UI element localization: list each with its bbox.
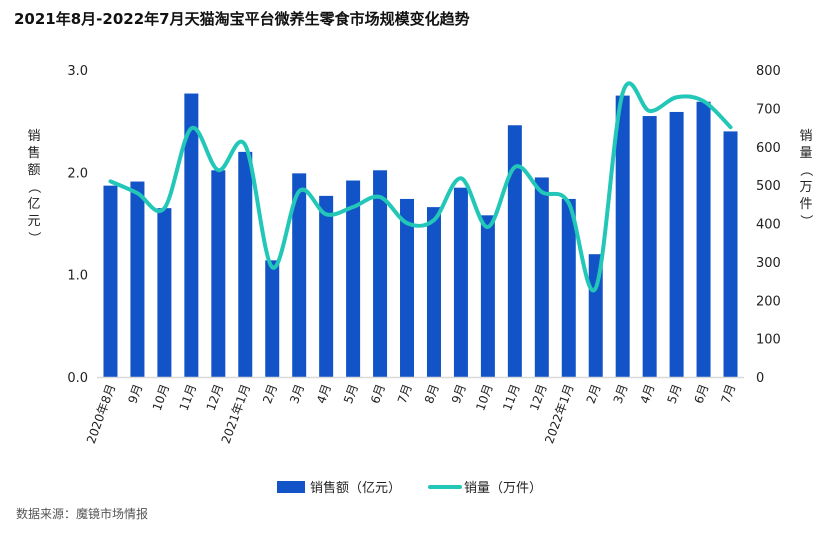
x-tick-label: 10月	[473, 382, 495, 412]
x-tick-label: 2月	[584, 382, 604, 405]
bar-sales	[373, 170, 388, 377]
y-left-tick-label: 3.0	[67, 64, 88, 79]
bar-sales	[346, 180, 361, 377]
x-tick-label: 3月	[611, 382, 631, 405]
bar-sales	[453, 187, 468, 377]
bar-sales	[426, 207, 441, 377]
bar-sales	[723, 131, 738, 377]
x-tick-label: 11月	[177, 382, 199, 412]
y-left-tick-label: 2.0	[67, 166, 88, 181]
bar-sales	[238, 151, 253, 377]
y-left-axis-title: 销	[27, 129, 40, 144]
y-right-tick-label: 400	[756, 218, 781, 233]
y-right-axis-title: 万	[799, 180, 812, 195]
x-tick-label: 8月	[422, 382, 442, 405]
bar-sales	[588, 254, 603, 377]
x-tick-label: 12月	[204, 382, 226, 412]
x-tick-label: 9月	[125, 382, 145, 405]
bar-sales	[480, 215, 495, 377]
y-right-axis-title: 销	[799, 129, 812, 144]
bar-sales	[157, 208, 172, 377]
y-right-tick-label: 500	[756, 179, 781, 194]
x-tick-label: 3月	[287, 382, 307, 405]
bar-sales	[103, 185, 118, 377]
x-tick-label: 11月	[500, 382, 522, 412]
x-tick-label: 10月	[150, 382, 172, 412]
bar-sales	[534, 177, 549, 377]
y-left-axis-title: 元	[27, 214, 40, 229]
y-right-axis-title: （	[798, 163, 813, 176]
y-right-tick-label: 0	[756, 371, 764, 386]
bar-sales	[507, 125, 522, 377]
x-tick-label: 7月	[395, 382, 415, 405]
bar-sales	[669, 111, 684, 377]
x-tick-label: 6月	[692, 382, 712, 405]
y-right-tick-label: 600	[756, 141, 781, 156]
x-tick-label: 6月	[368, 382, 388, 405]
y-right-tick-label: 700	[756, 102, 781, 117]
y-left-axis-title: ）	[26, 231, 41, 244]
bar-sales	[292, 173, 307, 377]
y-left-axis-title: 售	[27, 145, 40, 161]
bar-sales	[696, 101, 711, 378]
bar-sales	[615, 95, 630, 377]
bar-sales	[319, 195, 334, 377]
y-left-tick-label: 0.0	[67, 371, 88, 386]
x-tick-label: 5月	[341, 382, 361, 405]
y-left-axis-title: （	[26, 180, 41, 193]
y-right-tick-label: 200	[756, 294, 781, 309]
x-tick-label: 12月	[527, 382, 549, 412]
y-right-tick-label: 100	[756, 333, 781, 348]
bar-sales	[130, 181, 145, 377]
x-tick-label: 4月	[314, 382, 334, 405]
chart-title: 2021年8月-2022年7月天猫淘宝平台微养生零食市场规模变化趋势	[14, 10, 470, 28]
bar-sales	[211, 170, 226, 377]
legend-swatch-sales	[277, 481, 305, 493]
legend-label-sales: 销售额（亿元）	[310, 480, 401, 496]
x-tick-label: 4月	[638, 382, 658, 405]
y-left-axis-title: 额	[27, 163, 40, 178]
bar-sales	[265, 260, 280, 377]
y-right-tick-label: 300	[756, 256, 781, 271]
bar-sales	[642, 116, 657, 378]
bar-sales	[400, 198, 415, 377]
legend-label-volume: 销量（万件）	[464, 481, 542, 496]
x-tick-label: 9月	[449, 382, 469, 405]
x-tick-label: 5月	[665, 382, 685, 405]
line-volume	[108, 81, 733, 293]
y-right-axis-title: 件	[799, 197, 812, 212]
y-right-axis-title: ）	[798, 214, 813, 227]
x-tick-label: 2020年8月	[84, 382, 118, 445]
y-right-axis-title: 量	[799, 146, 812, 161]
y-left-axis-title: 亿	[27, 197, 40, 212]
y-left-tick-label: 1.0	[67, 269, 88, 284]
y-right-tick-label: 800	[756, 64, 781, 79]
bar-sales	[561, 198, 576, 377]
bar-sales	[184, 93, 199, 377]
x-tick-label: 2月	[260, 382, 280, 405]
x-tick-label: 7月	[718, 382, 738, 405]
data-source: 数据来源：魔镜市场情报	[16, 507, 149, 521]
